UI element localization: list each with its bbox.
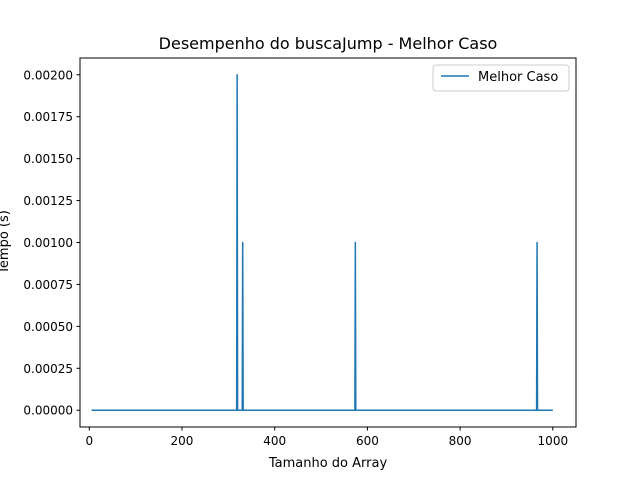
y-tick-label: 0.00125 <box>23 194 73 208</box>
y-axis-ticks: 0.00000 0.00025 0.00050 0.00075 0.00100 0.001… <box>23 68 80 418</box>
x-tick-label: 200 <box>171 434 194 448</box>
x-axis-label: Tamanho do Array <box>268 456 388 471</box>
x-tick-label: 1000 <box>538 434 569 448</box>
chart-title: Desempenho do buscaJump - Melhor Caso <box>159 34 498 53</box>
x-tick-label: 800 <box>449 434 472 448</box>
x-tick-label: 600 <box>356 434 379 448</box>
legend-label-melhor-caso: Melhor Caso <box>478 70 558 85</box>
y-tick-label: 0.00175 <box>23 110 73 124</box>
series-group <box>91 74 553 411</box>
y-tick-label: 0.00100 <box>23 236 73 250</box>
plot-area-frame <box>79 57 577 428</box>
series-line-0 <box>91 74 553 411</box>
y-tick-label: 0.00000 <box>23 404 73 418</box>
x-tick-label: 400 <box>263 434 286 448</box>
y-tick-label: 0.00075 <box>23 278 73 292</box>
y-tick-label: 0.00025 <box>23 362 73 376</box>
x-tick-label: 0 <box>85 434 93 448</box>
y-tick-label: 0.00050 <box>23 320 73 334</box>
legend: Melhor Caso <box>432 64 570 92</box>
y-tick-label: 0.00150 <box>23 152 73 166</box>
y-tick-label: 0.00200 <box>23 68 73 82</box>
y-axis-label: Tempo (s) <box>0 210 12 275</box>
x-axis-ticks: 0 200 400 600 800 1000 <box>85 427 568 448</box>
legend-box <box>432 64 570 92</box>
